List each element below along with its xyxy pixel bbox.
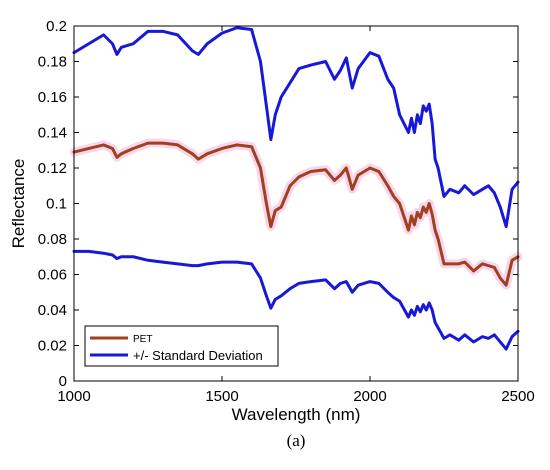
y-tick-label: 0.06: [38, 267, 67, 284]
legend-label-pet: PET: [133, 334, 152, 345]
series-line-mean: [72, 141, 520, 287]
y-tick-label: 0: [59, 373, 67, 390]
x-axis: 1000 1500 2000 2500: [57, 26, 535, 405]
legend-box: [84, 325, 279, 367]
y-tick-label: 0.02: [38, 338, 67, 355]
legend: PET +/- Standard Deviation: [84, 325, 279, 367]
x-tick-label: 1500: [205, 388, 238, 405]
x-tick-label: 1000: [57, 388, 90, 405]
x-axis-title: Wavelength (nm): [232, 405, 361, 424]
y-tick-label: 0.14: [38, 125, 67, 142]
y-tick-label: 0.2: [46, 18, 67, 35]
series-layer: [72, 26, 520, 351]
y-tick-label: 0.16: [38, 89, 67, 106]
series-line-upper: [72, 26, 520, 229]
x-tick-label: 2500: [501, 388, 534, 405]
y-tick-label: 0.12: [38, 160, 67, 177]
y-axis-title: Reflectance: [9, 159, 28, 249]
y-tick-label: 0.1: [46, 196, 67, 213]
y-tick-label: 0.04: [38, 302, 67, 319]
y-tick-label: 0.18: [38, 54, 67, 71]
legend-label-std: +/- Standard Deviation: [133, 348, 263, 363]
panel-label: (a): [287, 431, 306, 450]
series-line-lower: [72, 249, 520, 351]
y-axis: 0 0.02 0.04 0.06 0.08 0.1 0.12 0.14 0.16 0.18 0.2: [38, 18, 518, 390]
y-tick-label: 0.08: [38, 231, 67, 248]
x-tick-label: 2000: [353, 388, 386, 405]
